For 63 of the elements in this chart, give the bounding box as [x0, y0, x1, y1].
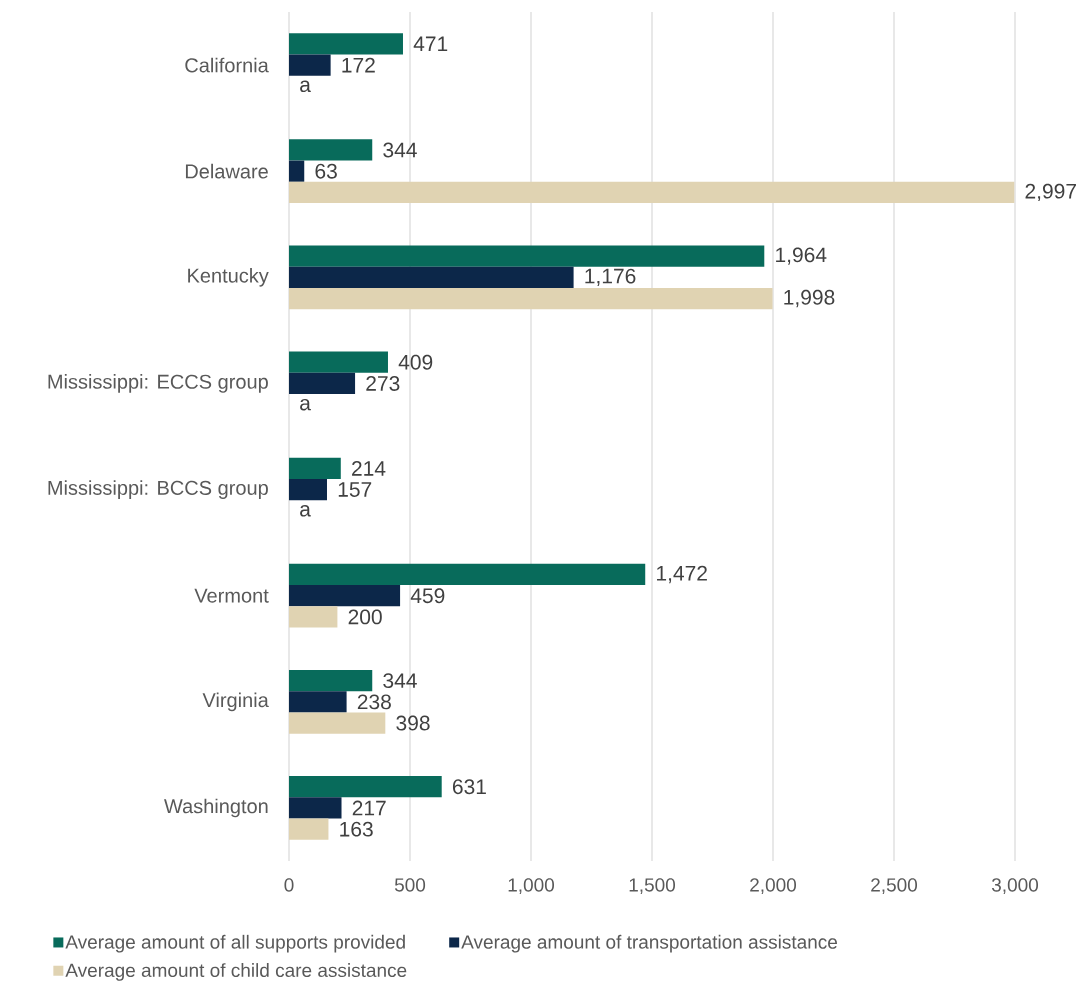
- x-tick-label: 1,000: [508, 878, 555, 894]
- x-tick-label: 2,500: [871, 878, 918, 894]
- legend-label: Average amount of child care assistance: [65, 963, 407, 981]
- bar: [289, 287, 773, 310]
- x-tick-label: 2,000: [750, 878, 797, 894]
- bar: [289, 797, 342, 819]
- bar: [289, 181, 1015, 204]
- data-label: 163: [340, 821, 373, 837]
- bar: [289, 372, 356, 395]
- y-tick-label: Washington: [164, 798, 268, 818]
- bar: [289, 457, 341, 479]
- data-label: 1,998: [784, 289, 835, 308]
- bar: [289, 563, 646, 586]
- data-label: 1,176: [585, 268, 636, 286]
- data-label: 217: [352, 800, 386, 816]
- text: a: [300, 398, 311, 411]
- data-label: 200: [348, 609, 382, 625]
- x-tick-label: 3,000: [991, 878, 1039, 894]
- data-label: 238: [357, 694, 391, 710]
- bar: [289, 669, 373, 692]
- text: a: [300, 505, 311, 517]
- y-tick-label: Vermont: [194, 588, 269, 603]
- data-label: 471: [413, 36, 448, 52]
- data-label: 2,997: [1025, 183, 1076, 202]
- bar: [289, 33, 403, 55]
- bar: [289, 160, 305, 182]
- x-tick-label: 0: [284, 878, 294, 892]
- data-label: 409: [398, 354, 433, 370]
- y-tick-label: Virginia: [202, 692, 269, 712]
- data-label: 1,964: [776, 247, 827, 265]
- y-tick-label: Kentucky: [188, 268, 269, 287]
- data-label: 344: [383, 142, 417, 158]
- data-label: 172: [342, 57, 375, 73]
- y-tick-label: Delaware: [185, 163, 268, 179]
- bar: [289, 139, 373, 161]
- data-label: 459: [410, 588, 445, 604]
- bar: [289, 606, 338, 628]
- data-label: 63: [315, 163, 337, 179]
- bar: [289, 818, 329, 840]
- data-label: 1,472: [657, 565, 707, 584]
- text: a: [300, 80, 311, 93]
- y-tick-label: Mississippi: BCCS group: [48, 480, 268, 499]
- data-label: 273: [366, 376, 400, 391]
- y-tick-label: Mississippi: ECCS group: [48, 374, 268, 393]
- bar: [289, 691, 347, 713]
- data-label: 344: [383, 673, 417, 689]
- bar: [289, 54, 331, 76]
- data-label: 398: [396, 715, 430, 731]
- bar: [289, 266, 574, 288]
- data-label: 214: [352, 461, 386, 476]
- bar: [289, 351, 388, 373]
- bar: [289, 712, 386, 734]
- legend-label: Average amount of transportation assistance: [461, 934, 837, 953]
- legend-label: Average amount of all supports provided: [65, 934, 405, 953]
- bar: [289, 776, 442, 798]
- bar: [289, 585, 401, 607]
- y-tick-label: California: [185, 57, 269, 73]
- data-label: 157: [338, 482, 372, 497]
- x-tick-label: 500: [394, 878, 426, 892]
- x-tick-label: 1,500: [629, 878, 676, 894]
- bar: [289, 245, 765, 267]
- bar: [289, 478, 327, 501]
- data-label: 631: [452, 779, 486, 795]
